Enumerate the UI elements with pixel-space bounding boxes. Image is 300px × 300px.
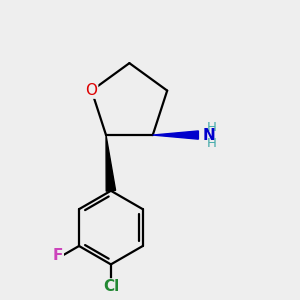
- Text: Cl: Cl: [103, 279, 119, 294]
- Polygon shape: [153, 131, 198, 139]
- Polygon shape: [106, 135, 116, 191]
- Text: F: F: [53, 248, 63, 263]
- Text: H: H: [207, 121, 217, 134]
- Text: N: N: [202, 128, 215, 143]
- Text: H: H: [207, 137, 217, 150]
- Text: O: O: [85, 83, 98, 98]
